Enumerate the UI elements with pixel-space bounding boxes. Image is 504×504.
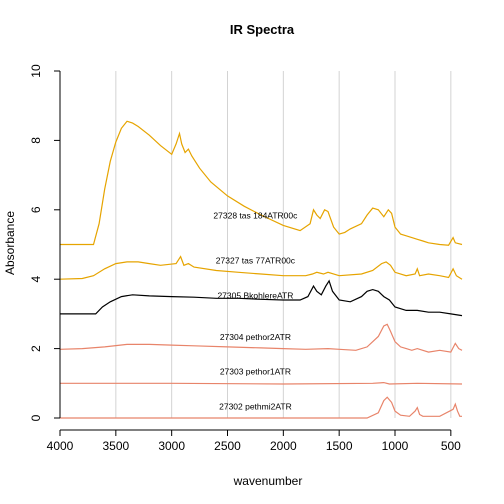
series-label-5: 27328 tas 184ATR00c: [213, 210, 298, 220]
spectrum-line-4: [59, 255, 463, 280]
y-tick-label-4: 8: [29, 137, 43, 144]
x-tick-label-5: 1500: [326, 439, 353, 453]
series-label-1: 27303 pethor1ATR: [220, 367, 291, 377]
series-label-0: 27302 pethmi2ATR: [219, 401, 292, 411]
series-label-3: 27305 BkohlereATR: [217, 290, 293, 300]
axes: 4000 3500 3000 2500 2000 1500 1000 500 0 2 4 6 8 10: [29, 64, 461, 453]
x-tick-label-4: 2000: [270, 439, 297, 453]
series-label-2: 27304 pethor2ATR: [220, 332, 291, 342]
y-tick-label-5: 10: [29, 64, 43, 78]
y-axis-label: Absorbance: [3, 211, 17, 275]
series-labels: 27302 pethmi2ATR 27303 pethor1ATR 27304 pe…: [213, 210, 298, 411]
spectrum-line-0: [60, 396, 462, 419]
x-tick-label-0: 4000: [47, 439, 74, 453]
spectrum-line-1: [60, 381, 463, 385]
y-tick-label-0: 0: [29, 414, 43, 421]
y-tick-label-2: 4: [29, 276, 43, 283]
series-label-4: 27327 tas 77ATR00c: [216, 256, 296, 266]
x-tick-label-2: 3000: [158, 439, 185, 453]
y-tick-label-1: 2: [29, 345, 43, 352]
chart-title: IR Spectra: [230, 22, 295, 37]
grid: [59, 71, 452, 418]
spectrum-line-2: [59, 323, 463, 353]
x-tick-label-6: 1000: [382, 439, 409, 453]
x-tick-label-7: 500: [441, 439, 461, 453]
x-tick-label-1: 3500: [102, 439, 129, 453]
spectra-series: [59, 120, 463, 419]
spectrum-line-3: [60, 279, 463, 317]
x-axis-label: wavenumber: [233, 474, 303, 488]
x-tick-label-3: 2500: [214, 439, 241, 453]
spectrum-line-5: [60, 120, 463, 246]
y-tick-label-3: 6: [29, 206, 43, 213]
